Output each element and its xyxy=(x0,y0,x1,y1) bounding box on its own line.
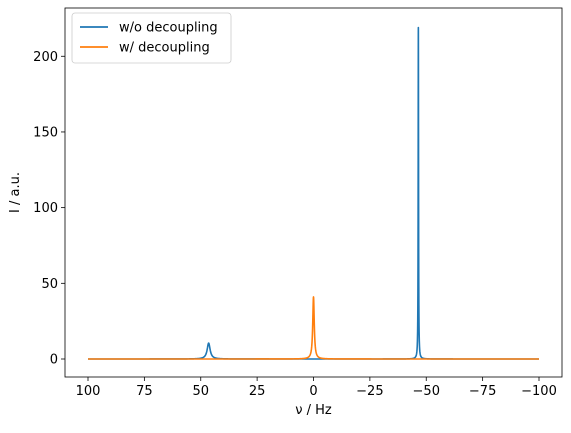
legend: w/o decoupling w/ decoupling xyxy=(71,12,232,64)
x-axis-ticks: 100 75 50 25 0 −25 −50 −75 −100 xyxy=(76,377,557,399)
x-tick-label: −75 xyxy=(469,384,496,399)
y-tick-label: 0 xyxy=(50,353,58,368)
series-line-2 xyxy=(87,296,540,360)
y-axis-label: I / a.u. xyxy=(8,172,23,213)
x-tick-label: 0 xyxy=(309,384,317,399)
x-tick-label: 50 xyxy=(192,384,209,399)
x-tick-label: −25 xyxy=(356,384,383,399)
y-axis-ticks: 0 50 100 150 200 xyxy=(33,50,65,368)
y-tick-label: 50 xyxy=(41,277,58,292)
legend-box xyxy=(71,12,232,64)
x-tick-label: −100 xyxy=(521,384,557,399)
y-tick-label: 200 xyxy=(33,50,58,65)
legend-label-2: w/ decoupling xyxy=(119,41,210,56)
x-axis-label: ν / Hz xyxy=(295,403,332,418)
y-tick-label: 150 xyxy=(33,125,58,140)
x-tick-label: 25 xyxy=(249,384,266,399)
x-tick-label: −50 xyxy=(413,384,440,399)
y-tick-label: 100 xyxy=(33,201,58,216)
legend-label-1: w/o decoupling xyxy=(119,21,218,36)
x-tick-label: 75 xyxy=(136,384,153,399)
plot-content xyxy=(87,26,540,360)
x-tick-label: 100 xyxy=(76,384,101,399)
